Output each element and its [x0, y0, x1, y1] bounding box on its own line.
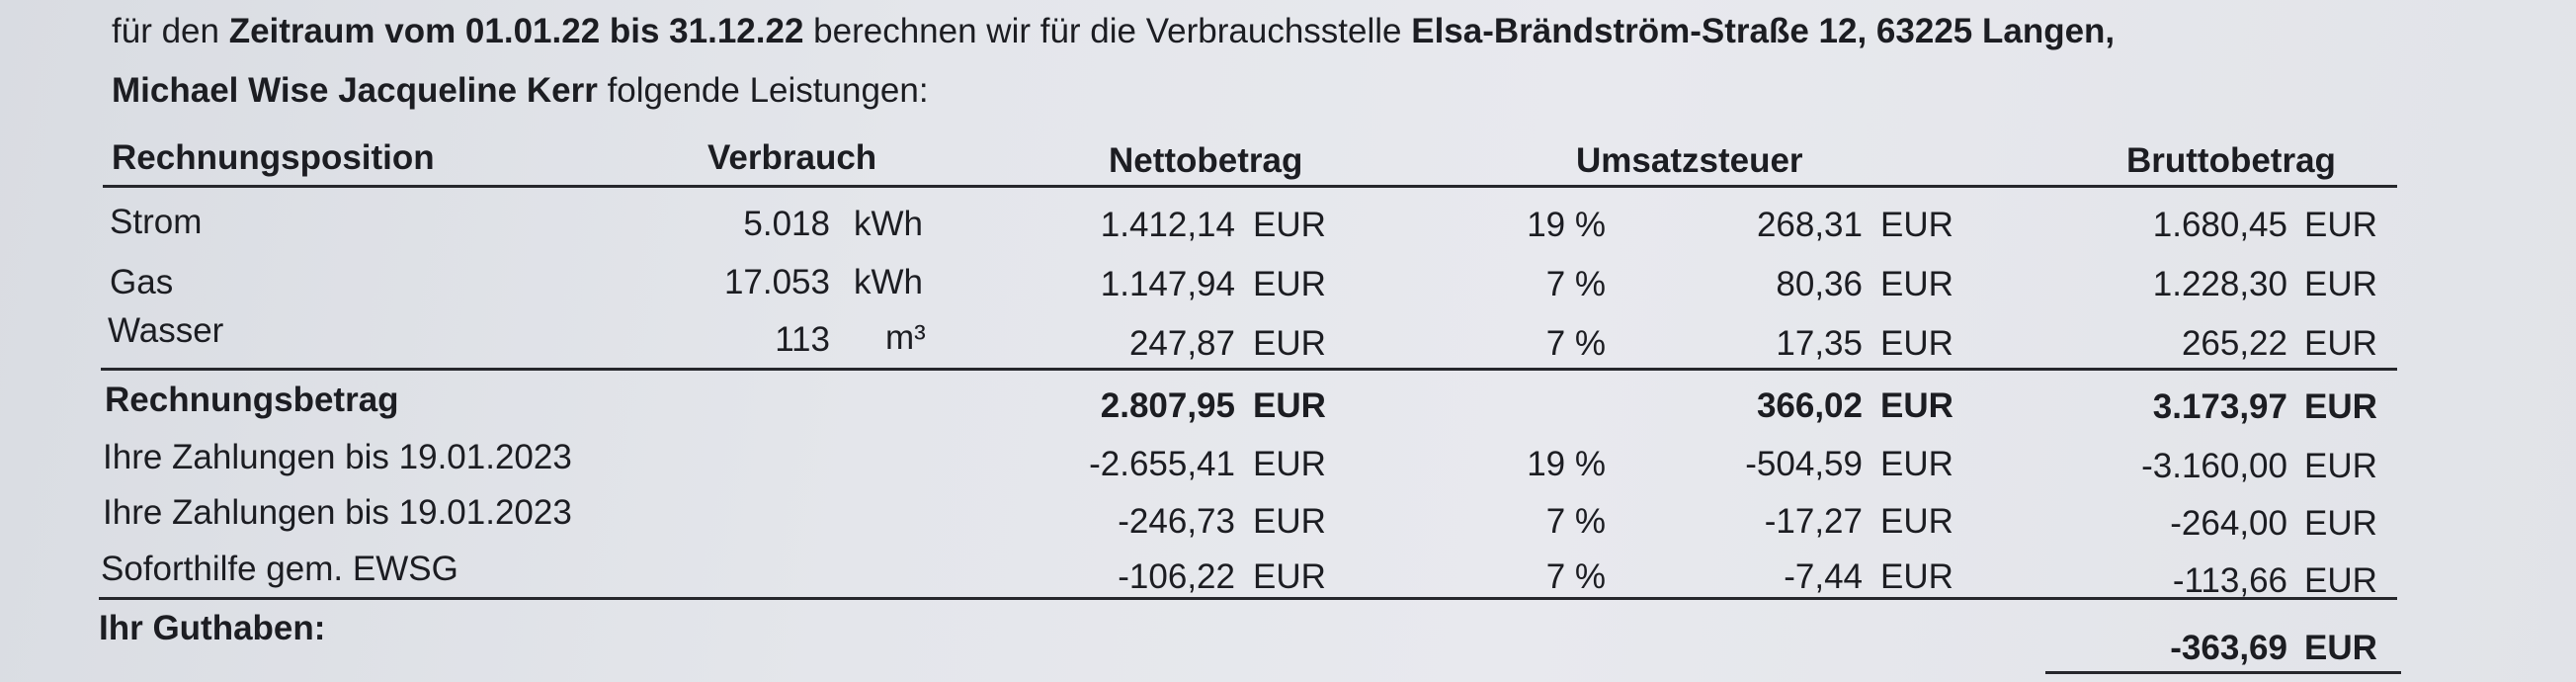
header-gross: Bruttobetrag — [2126, 141, 2336, 180]
payment-gross: -113,66 — [2172, 561, 2287, 600]
total-gross-currency: EUR — [2304, 387, 2377, 426]
payment-vat-rate: 19 % — [1527, 445, 1606, 483]
payment-gross-currency: EUR — [2304, 447, 2377, 485]
row-vat-rate: 19 % — [1527, 206, 1606, 244]
billing-period: Zeitraum vom 01.01.22 bis 31.12.22 — [228, 12, 804, 50]
payment-vat: -504,59 — [1745, 445, 1863, 483]
total-vat: 366,02 — [1756, 386, 1863, 425]
row-net-currency: EUR — [1253, 324, 1326, 363]
row-gross-currency: EUR — [2304, 265, 2377, 303]
intro-line-1: für den Zeitraum vom 01.01.22 bis 31.12.… — [112, 12, 2115, 51]
credit-amount: -363,69 — [2170, 629, 2287, 667]
row-vat-rate: 7 % — [1545, 324, 1606, 363]
row-label: Wasser — [108, 311, 224, 350]
payment-net-currency: EUR — [1253, 557, 1326, 596]
row-gross: 265,22 — [2181, 324, 2287, 363]
header-vat: Umsatzsteuer — [1576, 141, 1803, 180]
payment-label: Soforthilfe gem. EWSG — [101, 550, 458, 588]
row-net-currency: EUR — [1253, 265, 1326, 303]
row-label: Strom — [110, 203, 203, 241]
customer-names: Michael Wise Jacqueline Kerr — [112, 71, 598, 110]
row-gross-currency: EUR — [2304, 206, 2377, 244]
row-net-currency: EUR — [1253, 206, 1326, 244]
payment-label: Ihre Zahlungen bis 19.01.2023 — [103, 493, 572, 532]
row-amount: 5.018 — [743, 205, 830, 243]
payment-gross: -264,00 — [2170, 504, 2287, 543]
row-gross: 1.680,45 — [2152, 206, 2287, 244]
credit-divider — [99, 597, 2397, 600]
payment-vat-rate: 7 % — [1545, 502, 1606, 541]
row-vat-rate: 7 % — [1545, 265, 1606, 303]
header-position: Rechnungsposition — [112, 138, 435, 177]
row-vat-currency: EUR — [1880, 265, 1953, 303]
row-amount: 113 — [775, 320, 830, 359]
consumption-address: Elsa-Brändström-Straße 12, 63225 Langen, — [1411, 12, 2116, 50]
row-unit: kWh — [854, 205, 923, 243]
intro-text: berechnen wir für die Verbrauchsstelle — [803, 12, 1412, 50]
row-label: Gas — [110, 263, 174, 301]
payment-net: -246,73 — [1118, 502, 1235, 541]
intro-text: für den — [112, 12, 229, 50]
payment-vat-currency: EUR — [1880, 502, 1953, 541]
payment-gross: -3.160,00 — [2141, 447, 2287, 485]
payment-vat-currency: EUR — [1880, 557, 1953, 596]
row-vat: 17,35 — [1776, 324, 1863, 363]
row-net: 1.412,14 — [1100, 206, 1235, 244]
header-net: Nettobetrag — [1109, 141, 1303, 180]
total-label: Rechnungsbetrag — [105, 381, 399, 419]
header-divider — [103, 185, 2397, 188]
payment-vat-rate: 7 % — [1545, 557, 1606, 596]
row-net: 1.147,94 — [1100, 265, 1235, 303]
row-gross: 1.228,30 — [2152, 265, 2287, 303]
payment-net: -2.655,41 — [1089, 445, 1235, 483]
row-vat-currency: EUR — [1880, 206, 1953, 244]
row-unit: m³ — [885, 318, 926, 357]
payment-net-currency: EUR — [1253, 445, 1326, 483]
payment-vat-currency: EUR — [1880, 445, 1953, 483]
row-unit: kWh — [854, 263, 923, 301]
payment-net-currency: EUR — [1253, 502, 1326, 541]
payment-vat: -17,27 — [1764, 502, 1863, 541]
payment-label: Ihre Zahlungen bis 19.01.2023 — [103, 438, 572, 476]
total-gross: 3.173,97 — [2152, 387, 2287, 426]
total-net: 2.807,95 — [1100, 386, 1235, 425]
payment-vat: -7,44 — [1784, 557, 1863, 596]
payment-net: -106,22 — [1118, 557, 1235, 596]
row-vat: 80,36 — [1776, 265, 1863, 303]
subtotal-divider — [101, 368, 2397, 371]
total-vat-currency: EUR — [1880, 386, 1953, 425]
payment-gross-currency: EUR — [2304, 561, 2377, 600]
intro-line-2: Michael Wise Jacqueline Kerr folgende Le… — [112, 71, 929, 111]
row-amount: 17.053 — [723, 263, 830, 301]
credit-currency: EUR — [2304, 629, 2377, 667]
row-gross-currency: EUR — [2304, 324, 2377, 363]
header-usage: Verbrauch — [707, 138, 877, 177]
intro-text: folgende Leistungen: — [597, 71, 929, 110]
row-net: 247,87 — [1128, 324, 1235, 363]
credit-underline — [2045, 671, 2401, 674]
credit-label: Ihr Guthaben: — [99, 609, 326, 647]
total-net-currency: EUR — [1253, 386, 1326, 425]
row-vat: 268,31 — [1756, 206, 1863, 244]
payment-gross-currency: EUR — [2304, 504, 2377, 543]
row-vat-currency: EUR — [1880, 324, 1953, 363]
